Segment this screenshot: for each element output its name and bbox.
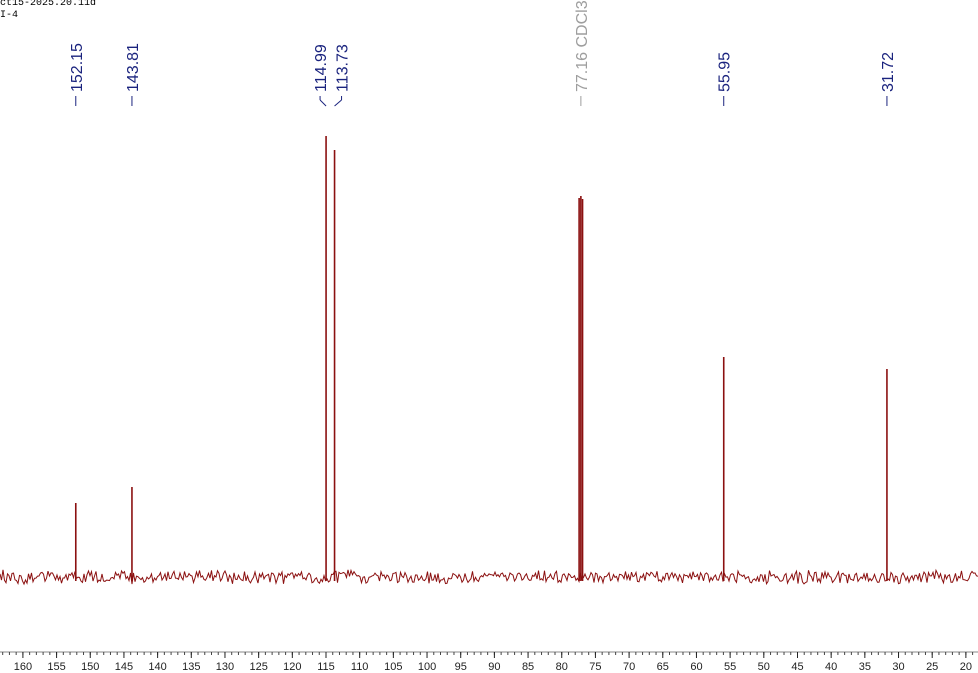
peak-label: 143.81 bbox=[125, 43, 142, 92]
x-tick-label: 65 bbox=[657, 661, 669, 673]
x-tick-label: 85 bbox=[522, 661, 534, 673]
peak-label: 152.15 bbox=[69, 43, 86, 92]
peak-label: 31.72 bbox=[880, 52, 897, 92]
x-tick-label: 140 bbox=[148, 661, 166, 673]
x-tick-label: 60 bbox=[690, 661, 702, 673]
x-tick-label: 20 bbox=[960, 661, 972, 673]
x-tick-label: 95 bbox=[455, 661, 467, 673]
peak-label: 77.16 CDCl3 bbox=[574, 0, 591, 92]
x-tick-label: 50 bbox=[758, 661, 770, 673]
x-tick-label: 75 bbox=[589, 661, 601, 673]
peak-label-connector bbox=[334, 99, 342, 107]
peak-label: 113.73 bbox=[335, 44, 352, 92]
sample-name: I-4 bbox=[0, 10, 18, 21]
x-tick-label: 70 bbox=[623, 661, 635, 673]
peak-label: 55.95 bbox=[717, 52, 734, 92]
peak-label: 114.99 bbox=[313, 44, 330, 92]
x-tick-label: 35 bbox=[859, 661, 871, 673]
x-tick-label: 30 bbox=[892, 661, 904, 673]
x-tick-label: 125 bbox=[249, 661, 267, 673]
experiment-name: ct15-2025.20.11d bbox=[0, 0, 96, 9]
x-tick-label: 100 bbox=[418, 661, 436, 673]
x-tick-label: 155 bbox=[47, 661, 65, 673]
x-tick-label: 80 bbox=[556, 661, 568, 673]
x-tick-label: 130 bbox=[216, 661, 234, 673]
x-tick-label: 160 bbox=[14, 661, 32, 673]
x-tick-label: 90 bbox=[488, 661, 500, 673]
x-tick-label: 40 bbox=[825, 661, 837, 673]
x-tick-label: 55 bbox=[724, 661, 736, 673]
peak-label-connector bbox=[319, 99, 327, 107]
x-tick-label: 45 bbox=[791, 661, 803, 673]
x-tick-label: 135 bbox=[182, 661, 200, 673]
x-tick-label: 110 bbox=[351, 661, 369, 673]
x-tick-label: 25 bbox=[926, 661, 938, 673]
x-tick-label: 150 bbox=[81, 661, 99, 673]
x-tick-label: 115 bbox=[317, 661, 335, 673]
x-tick-label: 120 bbox=[283, 661, 301, 673]
x-tick-label: 105 bbox=[384, 661, 402, 673]
baseline-noise bbox=[0, 568, 978, 586]
x-tick-label: 145 bbox=[115, 661, 133, 673]
